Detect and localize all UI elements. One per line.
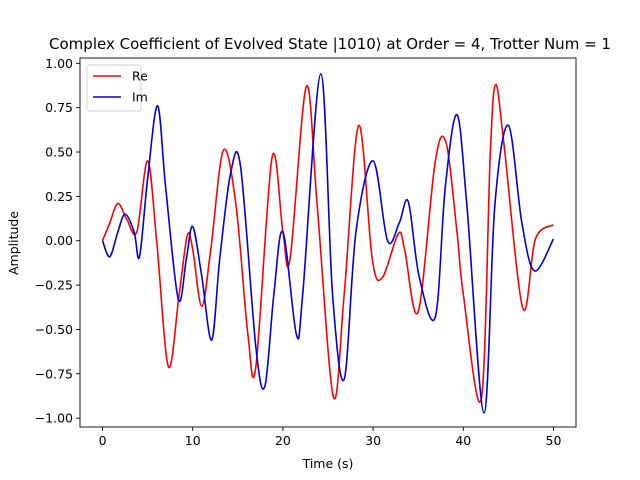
x-axis: 0 10 20 30 40 50 xyxy=(99,427,562,448)
chart-title: Complex Coefficient of Evolved State |10… xyxy=(49,35,611,53)
series-line-re xyxy=(101,83,554,403)
x-tick-label: 20 xyxy=(275,433,291,448)
legend-label-im: Im xyxy=(132,90,148,105)
x-tick-label: 40 xyxy=(455,433,471,448)
x-axis-label: Time (s) xyxy=(302,456,354,471)
y-tick-label: −0.75 xyxy=(35,366,73,381)
y-tick-label: 1.00 xyxy=(45,56,73,71)
y-axis-label: Amplitude xyxy=(6,211,21,275)
y-tick-label: 0.25 xyxy=(45,189,73,204)
y-tick-label: −1.00 xyxy=(35,411,73,426)
series-line-im xyxy=(101,73,555,414)
x-tick-label: 10 xyxy=(185,433,201,448)
legend: Re Im xyxy=(86,64,148,112)
y-axis: −1.00 −0.75 −0.50 −0.25 0.00 0.25 0.50 0.75 1.00 xyxy=(35,56,80,426)
y-tick-label: 0.00 xyxy=(45,233,73,248)
y-tick-label: 0.75 xyxy=(45,100,73,115)
plot-frame xyxy=(79,57,577,428)
legend-label-re: Re xyxy=(132,69,148,84)
y-tick-label: −0.25 xyxy=(35,278,73,293)
x-tick-label: 50 xyxy=(546,433,562,448)
x-tick-label: 0 xyxy=(99,433,107,448)
plot-area xyxy=(79,57,577,428)
x-tick-label: 30 xyxy=(365,433,381,448)
y-tick-label: 0.50 xyxy=(45,145,73,160)
y-tick-label: −0.50 xyxy=(35,322,73,337)
